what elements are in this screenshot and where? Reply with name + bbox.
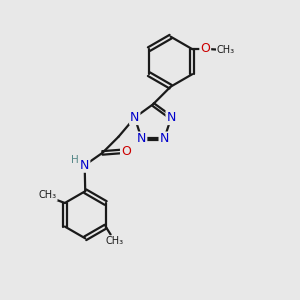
Text: N: N xyxy=(80,159,89,172)
Text: O: O xyxy=(200,42,210,55)
Text: N: N xyxy=(167,111,176,124)
Text: CH₃: CH₃ xyxy=(39,190,57,200)
Text: N: N xyxy=(137,133,146,146)
Text: N: N xyxy=(160,133,169,146)
Text: N: N xyxy=(130,111,140,124)
Text: H: H xyxy=(71,155,79,165)
Text: O: O xyxy=(121,145,131,158)
Text: CH₃: CH₃ xyxy=(217,45,235,55)
Text: CH₃: CH₃ xyxy=(106,236,124,246)
